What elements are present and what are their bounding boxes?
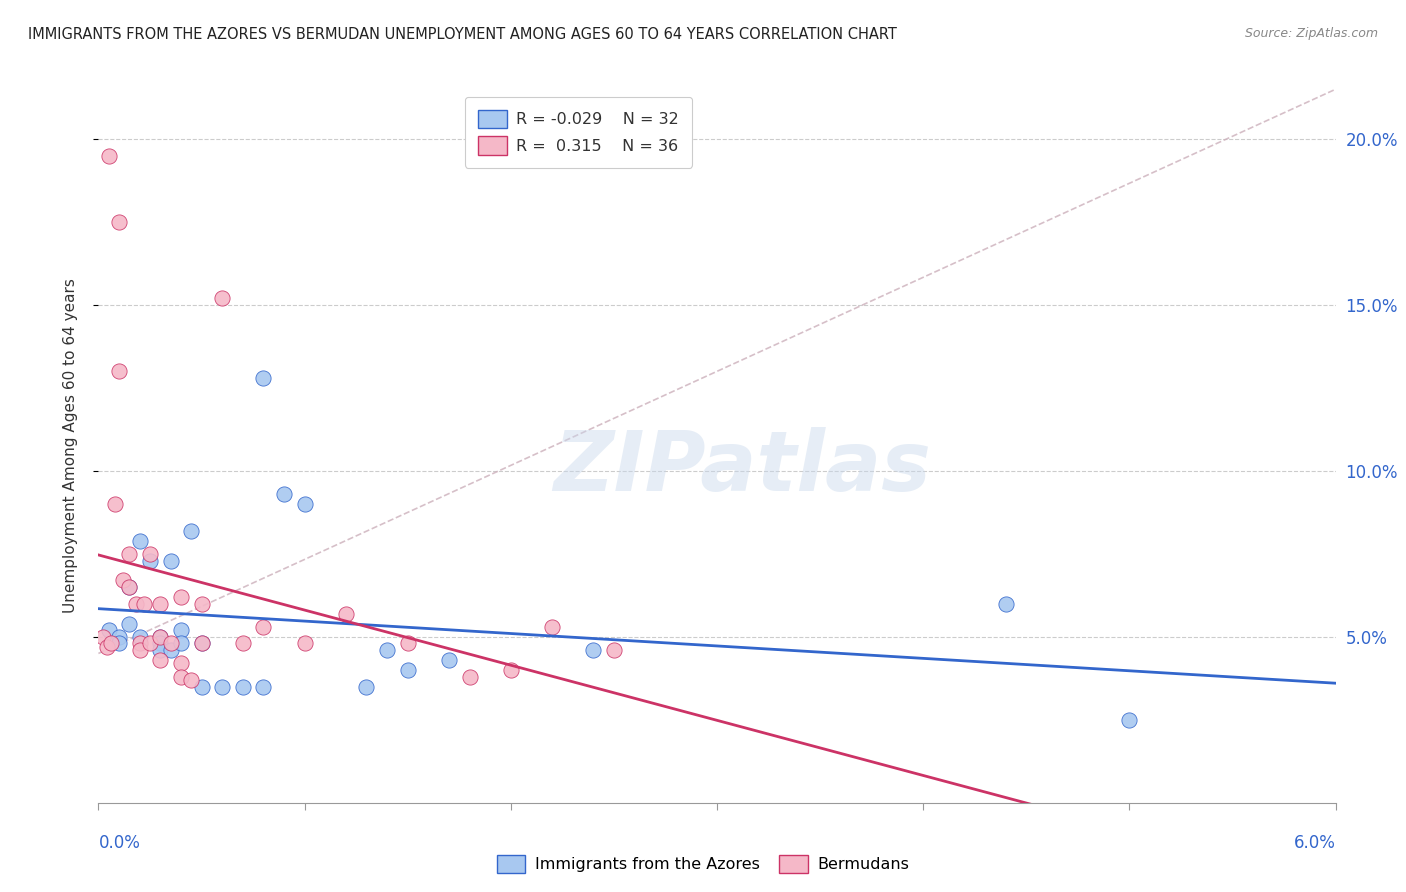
Point — [458, 670, 481, 684]
Point — [541, 620, 564, 634]
Point — [1118, 713, 1140, 727]
Point — [499, 663, 522, 677]
Point — [96, 640, 118, 654]
Legend: Immigrants from the Azores, Bermudans: Immigrants from the Azores, Bermudans — [491, 848, 915, 880]
Point — [375, 643, 398, 657]
Point — [603, 643, 626, 657]
Point — [112, 574, 135, 588]
Text: IMMIGRANTS FROM THE AZORES VS BERMUDAN UNEMPLOYMENT AMONG AGES 60 TO 64 YEARS CO: IMMIGRANTS FROM THE AZORES VS BERMUDAN U… — [28, 27, 897, 42]
Point — [128, 630, 150, 644]
Point — [159, 553, 181, 567]
Point — [159, 636, 181, 650]
Point — [273, 487, 295, 501]
Point — [232, 636, 254, 650]
Point — [149, 597, 172, 611]
Point — [396, 636, 419, 650]
Point — [139, 547, 162, 561]
Legend: R = -0.029    N = 32, R =  0.315    N = 36: R = -0.029 N = 32, R = 0.315 N = 36 — [465, 97, 692, 168]
Point — [190, 680, 212, 694]
Point — [118, 580, 141, 594]
Point — [149, 643, 172, 657]
Point — [170, 590, 193, 604]
Point — [211, 680, 233, 694]
Point — [139, 553, 162, 567]
Point — [211, 291, 233, 305]
Point — [994, 597, 1017, 611]
Text: ZIPatlas: ZIPatlas — [553, 427, 931, 508]
Point — [132, 597, 155, 611]
Point — [190, 636, 212, 650]
Point — [118, 580, 141, 594]
Point — [180, 673, 202, 687]
Point — [252, 620, 274, 634]
Point — [232, 680, 254, 694]
Point — [118, 547, 141, 561]
Point — [170, 657, 193, 671]
Point — [180, 524, 202, 538]
Point — [149, 653, 172, 667]
Point — [190, 636, 212, 650]
Point — [170, 670, 193, 684]
Point — [190, 597, 212, 611]
Point — [104, 497, 127, 511]
Point — [294, 497, 316, 511]
Point — [335, 607, 357, 621]
Text: 0.0%: 0.0% — [98, 834, 141, 852]
Text: 6.0%: 6.0% — [1294, 834, 1336, 852]
Point — [356, 680, 378, 694]
Point — [108, 636, 131, 650]
Point — [128, 643, 150, 657]
Point — [170, 636, 193, 650]
Point — [294, 636, 316, 650]
Point — [252, 680, 274, 694]
Point — [128, 636, 150, 650]
Y-axis label: Unemployment Among Ages 60 to 64 years: Unemployment Among Ages 60 to 64 years — [63, 278, 77, 614]
Point — [124, 597, 146, 611]
Point — [118, 616, 141, 631]
Point — [128, 533, 150, 548]
Point — [582, 643, 605, 657]
Point — [149, 636, 172, 650]
Point — [108, 215, 131, 229]
Point — [97, 624, 120, 638]
Point — [108, 630, 131, 644]
Point — [252, 371, 274, 385]
Point — [396, 663, 419, 677]
Point — [170, 624, 193, 638]
Point — [149, 630, 172, 644]
Text: Source: ZipAtlas.com: Source: ZipAtlas.com — [1244, 27, 1378, 40]
Point — [108, 364, 131, 378]
Point — [437, 653, 460, 667]
Point — [149, 630, 172, 644]
Point — [97, 148, 120, 162]
Point — [91, 630, 114, 644]
Point — [100, 636, 122, 650]
Point — [139, 636, 162, 650]
Point — [159, 643, 181, 657]
